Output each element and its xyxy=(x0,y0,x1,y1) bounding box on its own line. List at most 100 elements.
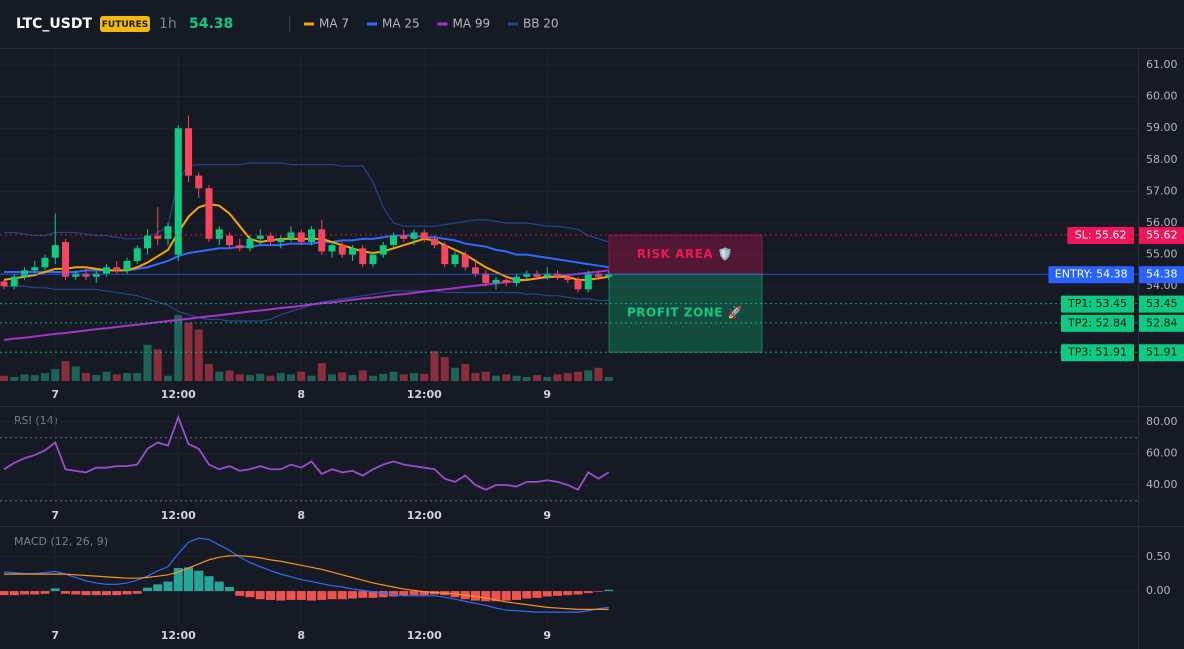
pane-title: MACD (12, 26, 9) xyxy=(14,535,108,548)
level-label-bg xyxy=(1048,266,1134,284)
histogram-bar xyxy=(358,591,368,598)
macd-line xyxy=(3,537,609,613)
legend-label: MA 25 xyxy=(382,17,420,31)
y-tick-label: 55.00 xyxy=(1146,248,1178,261)
candle-body xyxy=(287,232,295,239)
volume-bar xyxy=(604,377,613,381)
histogram-bar xyxy=(337,591,347,600)
volume-bar xyxy=(307,375,316,381)
histogram-bar xyxy=(102,591,111,596)
candle-body xyxy=(543,273,551,277)
histogram-bar xyxy=(563,591,573,596)
volume-bar xyxy=(287,374,295,381)
volume-bar xyxy=(389,371,398,381)
symbol: LTC_USDT xyxy=(16,16,93,32)
candle-body xyxy=(195,175,203,189)
x-tick-label: 12:00 xyxy=(407,629,442,642)
histogram-bar xyxy=(81,591,91,596)
histogram-bar xyxy=(163,581,173,592)
volume-bar xyxy=(41,373,49,381)
volume-bar xyxy=(369,375,377,381)
volume-bar xyxy=(112,374,121,381)
candle-body xyxy=(144,235,151,249)
candle-body xyxy=(410,232,418,239)
volume-bar xyxy=(153,349,162,381)
histogram-bar xyxy=(491,591,501,602)
badge-bg xyxy=(100,16,150,32)
candle-body xyxy=(318,229,326,252)
volume-bar xyxy=(143,344,152,381)
candle-body xyxy=(215,229,223,239)
candle-body xyxy=(72,273,80,277)
histogram-bar xyxy=(512,591,521,600)
histogram-bar xyxy=(30,591,40,595)
price-tag-bg xyxy=(1139,344,1184,362)
candle-body xyxy=(564,276,572,280)
candle-body xyxy=(595,273,602,277)
price-tag-bg xyxy=(1139,314,1184,332)
candle-body xyxy=(431,238,438,246)
price-tag: 54.38 xyxy=(1146,268,1178,281)
x-tick-label: 8 xyxy=(297,388,305,401)
x-tick-label: 12:00 xyxy=(161,629,196,642)
candle-body xyxy=(62,241,69,277)
candle-body xyxy=(82,273,90,277)
x-tick-label: 9 xyxy=(543,388,551,401)
x-tick-label: 7 xyxy=(51,388,59,401)
volume-bar xyxy=(584,370,593,381)
histogram-bar xyxy=(61,591,70,594)
histogram-bar xyxy=(307,591,316,601)
candle-body xyxy=(246,238,254,249)
volume-bar xyxy=(92,375,101,381)
level-label: TP1: 53.45 xyxy=(1067,297,1127,310)
histogram-bar xyxy=(553,591,562,596)
price-tag: 52.84 xyxy=(1146,316,1178,329)
volume-bar xyxy=(594,367,603,381)
x-tick-label: 12:00 xyxy=(161,509,196,522)
volume-bar xyxy=(440,357,449,381)
x-tick-label: 8 xyxy=(297,629,305,642)
price-tag: 51.91 xyxy=(1146,346,1178,359)
y-tick-label: 60.00 xyxy=(1146,447,1178,460)
histogram-bar xyxy=(112,591,122,596)
y-tick-label: 40.00 xyxy=(1146,478,1178,491)
candle-body xyxy=(92,273,100,277)
legend-label: MA 7 xyxy=(319,17,349,31)
volume-bar xyxy=(174,315,183,381)
histogram-bar xyxy=(255,591,265,600)
candle-body xyxy=(554,273,561,277)
candle-body xyxy=(267,235,274,242)
histogram-bar xyxy=(532,591,542,598)
candle-body xyxy=(451,254,459,265)
candle-body xyxy=(205,188,213,239)
candle-body xyxy=(461,254,469,268)
histogram-bar xyxy=(40,591,50,594)
x-tick-label: 12:00 xyxy=(407,388,442,401)
level-label: SL: 55.62 xyxy=(1075,229,1127,242)
volume-bar xyxy=(430,351,439,381)
x-tick-label: 7 xyxy=(51,629,59,642)
histogram-bar xyxy=(266,591,275,600)
y-tick-label: 57.00 xyxy=(1146,184,1178,197)
histogram-bar xyxy=(153,584,163,592)
candle-body xyxy=(328,245,336,252)
volume-bar xyxy=(512,375,521,381)
candle-body xyxy=(154,235,162,239)
x-tick-label: 12:00 xyxy=(407,509,442,522)
volume-bar xyxy=(328,374,336,381)
rsi-line xyxy=(3,414,610,491)
volume-bar xyxy=(10,377,19,381)
badge: FUTURES xyxy=(102,20,148,30)
legend-label: BB 20 xyxy=(523,17,559,31)
volume-bar xyxy=(502,374,511,381)
histogram-bar xyxy=(368,591,378,598)
histogram-bar xyxy=(225,587,234,592)
histogram-bar xyxy=(399,591,409,596)
bb-lower xyxy=(4,285,609,322)
y-tick-label: 58.00 xyxy=(1146,153,1178,166)
candle-body xyxy=(482,273,490,284)
histogram-bar xyxy=(389,591,398,597)
candle-body xyxy=(297,232,305,242)
candle-body xyxy=(10,276,18,287)
